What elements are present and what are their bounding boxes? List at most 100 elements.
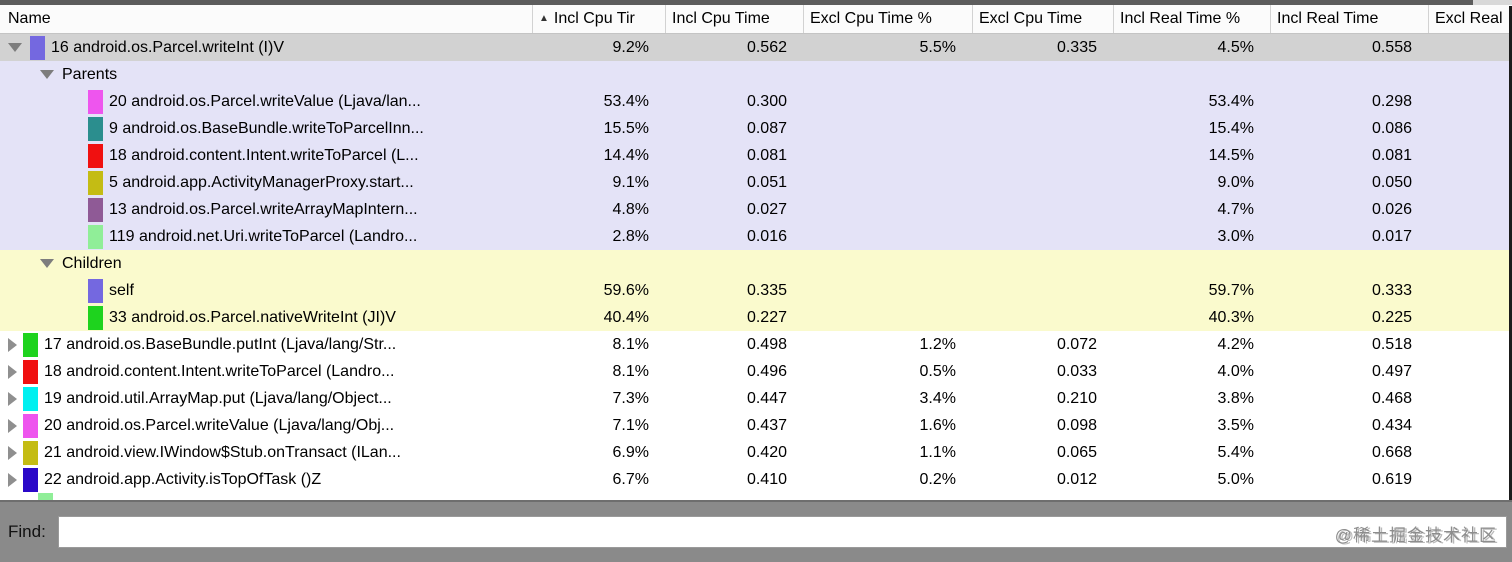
color-swatch	[23, 386, 38, 411]
section-row-children[interactable]: Children	[0, 250, 1512, 277]
expand-triangle-icon[interactable]	[8, 391, 17, 406]
value-cell: 14.4%	[603, 146, 649, 164]
value-cell: 0.026	[1371, 200, 1412, 218]
value-cell: 4.7%	[1217, 200, 1254, 218]
value-cell: 0.468	[1371, 389, 1412, 407]
value-cell: 0.420	[746, 443, 787, 461]
collapse-triangle-icon[interactable]	[40, 259, 54, 268]
name-cell: 18 android.content.Intent.writeToParcel …	[0, 358, 532, 385]
table-row[interactable]: 33 android.os.Parcel.nativeWriteInt (JI)…	[0, 304, 1512, 331]
table-body: 16 android.os.Parcel.writeInt (I)V 9.2% 0.…	[0, 34, 1512, 500]
value-cell: 1.6%	[919, 416, 956, 434]
value-cell: 53.4%	[1208, 92, 1254, 110]
color-swatch	[88, 143, 103, 168]
table-row[interactable]: 22 android.app.Activity.isTopOfTask ()Z 6…	[0, 466, 1512, 493]
name-cell: 5 android.app.ActivityManagerProxy.start…	[0, 169, 532, 196]
method-name-label: 22 android.app.Activity.isTopOfTask ()Z	[44, 470, 322, 488]
table-row[interactable]: 13 android.os.Parcel.writeArrayMapIntern…	[0, 196, 1512, 223]
name-cell: self	[0, 277, 532, 304]
value-cell: 0.518	[1371, 335, 1412, 353]
value-cell: 0.065	[1056, 443, 1097, 461]
method-name-label: 16 android.os.Parcel.writeInt (I)V	[51, 38, 284, 56]
section-label: Parents	[62, 65, 118, 83]
value-cell: 15.5%	[603, 119, 649, 137]
value-cell: 0.668	[1371, 443, 1412, 461]
value-cell: 3.8%	[1217, 389, 1254, 407]
method-name-label: 20 android.os.Parcel.writeValue (Ljava/l…	[109, 92, 421, 110]
value-cell: 5.0%	[1217, 470, 1254, 488]
expand-triangle-icon[interactable]	[8, 337, 17, 352]
table-row[interactable]: 21 android.view.IWindow$Stub.onTransact …	[0, 439, 1512, 466]
name-cell: 119 android.net.Uri.writeToParcel (Landr…	[0, 223, 532, 250]
table-row[interactable]: 20 android.os.Parcel.writeValue (Ljava/l…	[0, 412, 1512, 439]
value-cell: 7.1%	[612, 416, 649, 434]
table-row[interactable]: 9 android.os.BaseBundle.writeToParcelInn…	[0, 115, 1512, 142]
expand-triangle-icon[interactable]	[8, 364, 17, 379]
partial-row[interactable]	[0, 493, 1512, 500]
horizontal-scrollbar-thumb[interactable]	[0, 0, 1473, 5]
column-header-excl-cpu-time[interactable]: Excl Cpu Time	[972, 5, 1113, 33]
color-swatch	[23, 359, 38, 384]
method-name-label: 9 android.os.BaseBundle.writeToParcelInn…	[109, 119, 424, 137]
value-cell: 4.2%	[1217, 335, 1254, 353]
value-cell: 0.300	[746, 92, 787, 110]
name-cell: 18 android.content.Intent.writeToParcel …	[0, 142, 532, 169]
value-cell: 4.5%	[1217, 38, 1254, 56]
value-cell: 4.8%	[612, 200, 649, 218]
value-cell: 5.5%	[919, 38, 956, 56]
color-swatch	[88, 305, 103, 330]
column-header-excl-real-time[interactable]: Excl Real	[1428, 5, 1512, 33]
column-header-label: Incl Real Time	[1277, 10, 1379, 27]
value-cell: 14.5%	[1208, 146, 1254, 164]
value-cell: 3.5%	[1217, 416, 1254, 434]
table-header: Name ▲ Incl Cpu Tir Incl Cpu Time Excl C…	[0, 5, 1512, 34]
method-name-label: self	[109, 281, 134, 299]
value-cell: 0.298	[1371, 92, 1412, 110]
expand-triangle-icon[interactable]	[8, 472, 17, 487]
table-row[interactable]: 119 android.net.Uri.writeToParcel (Landr…	[0, 223, 1512, 250]
column-header-name[interactable]: Name	[0, 5, 532, 33]
name-cell: 16 android.os.Parcel.writeInt (I)V	[0, 34, 532, 61]
table-row[interactable]: 16 android.os.Parcel.writeInt (I)V 9.2% 0.…	[0, 34, 1512, 61]
value-cell: 0.335	[1056, 38, 1097, 56]
section-row-parents[interactable]: Parents	[0, 61, 1512, 88]
color-swatch	[88, 224, 103, 249]
value-cell: 6.9%	[612, 443, 649, 461]
name-cell: 19 android.util.ArrayMap.put (Ljava/lang…	[0, 385, 532, 412]
column-header-incl-real-time-pct[interactable]: Incl Real Time %	[1113, 5, 1270, 33]
value-cell: 0.210	[1056, 389, 1097, 407]
color-swatch	[30, 35, 45, 60]
expand-triangle-icon[interactable]	[8, 445, 17, 460]
name-cell: 20 android.os.Parcel.writeValue (Ljava/l…	[0, 412, 532, 439]
table-row[interactable]: 19 android.util.ArrayMap.put (Ljava/lang…	[0, 385, 1512, 412]
color-swatch	[88, 116, 103, 141]
table-row[interactable]: 5 android.app.ActivityManagerProxy.start…	[0, 169, 1512, 196]
value-cell: 0.017	[1371, 227, 1412, 245]
find-input[interactable]	[57, 516, 1507, 548]
table-row[interactable]: self 59.6% 0.335 59.7% 0.333	[0, 277, 1512, 304]
table-row[interactable]: 20 android.os.Parcel.writeValue (Ljava/l…	[0, 88, 1512, 115]
table-row[interactable]: 17 android.os.BaseBundle.putInt (Ljava/l…	[0, 331, 1512, 358]
column-header-incl-real-time[interactable]: Incl Real Time	[1270, 5, 1428, 33]
horizontal-scrollbar[interactable]	[0, 0, 1512, 5]
value-cell: 0.2%	[919, 470, 956, 488]
column-header-incl-cpu-time-pct[interactable]: ▲ Incl Cpu Tir	[532, 5, 665, 33]
column-header-excl-cpu-time-pct[interactable]: Excl Cpu Time %	[803, 5, 972, 33]
table-row[interactable]: 18 android.content.Intent.writeToParcel …	[0, 142, 1512, 169]
table-row[interactable]: 18 android.content.Intent.writeToParcel …	[0, 358, 1512, 385]
name-cell: 22 android.app.Activity.isTopOfTask ()Z	[0, 466, 532, 493]
value-cell: 0.5%	[919, 362, 956, 380]
value-cell: 40.4%	[603, 308, 649, 326]
value-cell: 40.3%	[1208, 308, 1254, 326]
name-cell: 13 android.os.Parcel.writeArrayMapIntern…	[0, 196, 532, 223]
column-header-incl-cpu-time[interactable]: Incl Cpu Time	[665, 5, 803, 33]
color-swatch	[38, 493, 53, 500]
column-header-label: Incl Cpu Time	[672, 10, 770, 27]
value-cell: 5.4%	[1217, 443, 1254, 461]
value-cell: 0.437	[746, 416, 787, 434]
expand-triangle-icon[interactable]	[8, 418, 17, 433]
collapse-triangle-icon[interactable]	[8, 43, 22, 52]
collapse-triangle-icon[interactable]	[40, 70, 54, 79]
section-label: Children	[62, 254, 122, 272]
